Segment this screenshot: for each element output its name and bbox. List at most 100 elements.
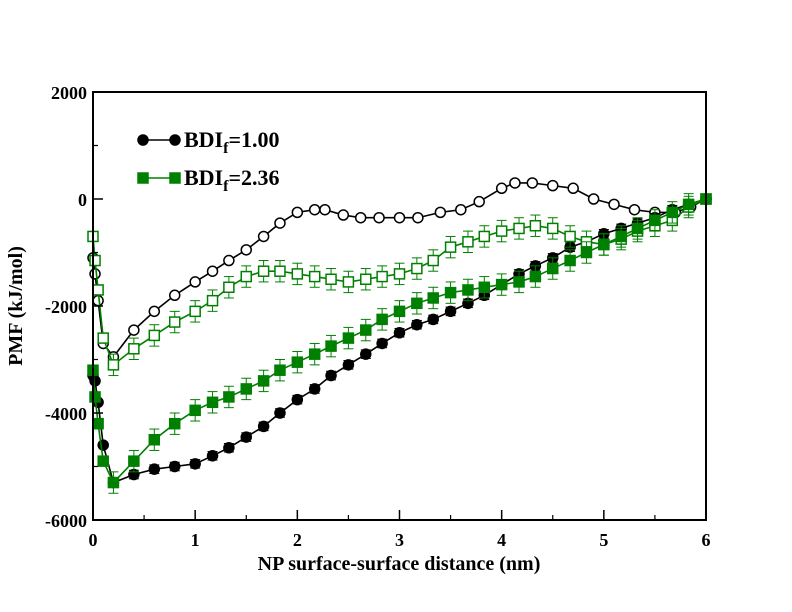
legend-marker [169,134,181,146]
data-point [411,297,423,310]
data-point [291,206,304,219]
data-point [128,455,140,467]
y-tick-label: 2000 [51,83,87,103]
legend-label-prefix: BDI [184,165,223,190]
data-point [608,198,620,211]
legend-marker [137,134,149,146]
data-point [455,203,467,216]
data-point [148,463,161,475]
data-point [325,340,337,352]
data-point [206,450,219,462]
data-point [206,396,219,409]
data-point [89,391,101,403]
data-point [97,439,109,451]
data-point [444,241,457,253]
data-point [360,324,372,336]
data-point [478,230,491,243]
data-point [148,305,161,318]
x-tick-label: 1 [191,530,200,550]
data-point [189,458,201,470]
data-point [274,265,286,277]
data-point [393,305,406,318]
data-point [168,316,181,328]
legend-marker [169,172,181,184]
data-point [325,273,337,285]
data-point [92,284,104,296]
data-point [509,177,521,189]
data-point [513,276,525,288]
data-point [189,305,201,318]
data-point [631,222,644,235]
data-point [89,254,101,267]
data-point [478,281,491,294]
data-point [682,198,695,211]
data-point [97,332,109,344]
y-tick-label: -6000 [45,511,87,531]
data-point [513,222,525,235]
data-point [257,265,270,277]
data-point [291,393,304,406]
data-point [393,268,406,280]
data-point [615,230,627,243]
data-point [547,262,559,275]
data-point [107,476,120,489]
data-point [628,203,641,216]
data-point [291,356,304,368]
data-point [342,276,355,288]
data-point [168,417,181,430]
legend-marker [137,172,149,184]
data-point [598,238,610,251]
data-point [240,270,252,283]
x-axis-label: NP surface-surface distance (nm) [258,553,541,575]
data-point [411,262,423,275]
x-tick-label: 0 [89,530,98,550]
data-point [342,332,355,344]
data-point [291,268,304,280]
series-3 [87,193,712,494]
legend-label-suffix: =1.00 [228,127,279,152]
y-tick-label: -2000 [45,297,87,317]
y-tick-label: 0 [78,190,87,210]
data-point [274,364,286,376]
data-point [473,195,485,208]
legend-item-1: BDIf=2.36 [137,165,280,195]
data-point [189,404,201,417]
data-point [666,206,679,219]
data-point [495,182,508,195]
series-layer [87,177,712,494]
data-point [168,460,181,473]
legend-label-subscript: f [223,140,229,157]
data-point [308,383,321,395]
data-point [564,230,576,243]
data-point [240,383,252,395]
data-point [393,327,406,339]
data-point [97,455,109,467]
data-point [393,211,406,224]
data-point [354,211,367,224]
data-point [444,286,457,299]
data-point [376,313,388,326]
data-point [223,391,235,403]
data-point [580,246,593,259]
ticks-layer: 0 1 2 3 4 5 6 2000 0 -2000 -4000 -6000 [45,83,711,550]
data-point [495,278,508,291]
data-point [427,254,439,267]
data-point [319,203,331,216]
data-point [526,177,539,189]
data-point [257,420,270,433]
legend-label: BDIf=2.36 [184,165,280,195]
data-point [462,236,474,248]
legend-label-subscript: f [223,178,229,195]
data-point [107,359,120,371]
data-point [274,217,286,229]
data-point [529,220,542,232]
data-point [223,281,235,294]
data-point [376,270,388,283]
data-point [412,211,424,224]
data-point [427,313,439,326]
data-point [168,289,181,302]
data-point [240,244,252,256]
data-point [376,337,388,350]
data-point [337,209,350,221]
